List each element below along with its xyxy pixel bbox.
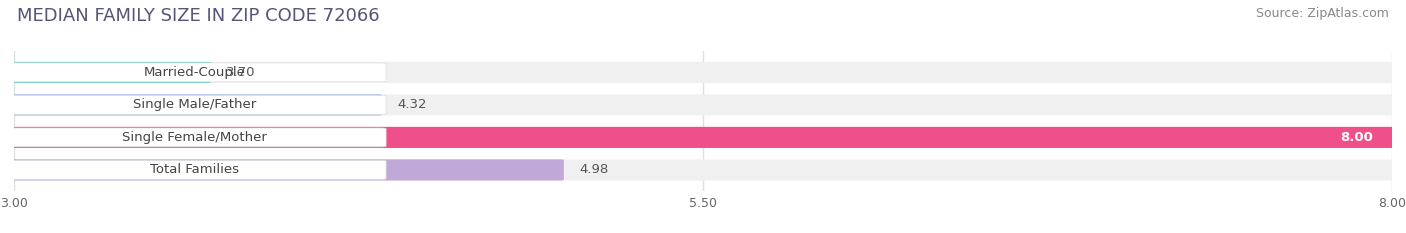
Text: 4.98: 4.98 bbox=[579, 163, 609, 176]
Text: 4.32: 4.32 bbox=[396, 98, 426, 111]
FancyBboxPatch shape bbox=[3, 128, 387, 147]
FancyBboxPatch shape bbox=[3, 63, 387, 82]
FancyBboxPatch shape bbox=[10, 94, 382, 116]
Text: Married-Couple: Married-Couple bbox=[143, 66, 246, 79]
FancyBboxPatch shape bbox=[10, 127, 1396, 148]
FancyBboxPatch shape bbox=[10, 159, 1396, 181]
FancyBboxPatch shape bbox=[10, 62, 1396, 83]
Text: 3.70: 3.70 bbox=[226, 66, 256, 79]
FancyBboxPatch shape bbox=[10, 62, 211, 83]
Text: Source: ZipAtlas.com: Source: ZipAtlas.com bbox=[1256, 7, 1389, 20]
Text: 8.00: 8.00 bbox=[1340, 131, 1372, 144]
Text: Single Male/Father: Single Male/Father bbox=[134, 98, 256, 111]
Text: Total Families: Total Families bbox=[150, 163, 239, 176]
FancyBboxPatch shape bbox=[10, 159, 564, 181]
FancyBboxPatch shape bbox=[10, 94, 1396, 116]
FancyBboxPatch shape bbox=[10, 127, 1396, 148]
Text: MEDIAN FAMILY SIZE IN ZIP CODE 72066: MEDIAN FAMILY SIZE IN ZIP CODE 72066 bbox=[17, 7, 380, 25]
Text: Single Female/Mother: Single Female/Mother bbox=[122, 131, 267, 144]
FancyBboxPatch shape bbox=[3, 96, 387, 114]
FancyBboxPatch shape bbox=[3, 161, 387, 179]
